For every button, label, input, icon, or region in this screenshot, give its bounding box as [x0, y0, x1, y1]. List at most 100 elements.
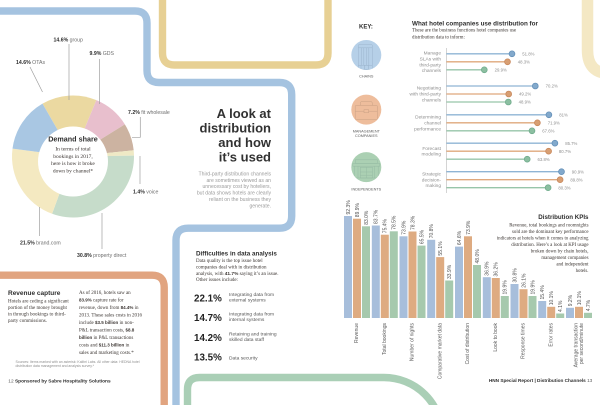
svg-text:COMPANIES: COMPANIES: [355, 134, 378, 138]
svg-text:48.9%: 48.9%: [519, 100, 531, 105]
svg-text:bookings in 2017,: bookings in 2017,: [53, 154, 93, 160]
svg-text:Integrating data from: Integrating data from: [229, 311, 274, 317]
svg-text:Revenue, total bookings and ro: Revenue, total bookings and roomnights: [509, 224, 588, 229]
svg-text:78.5%: 78.5%: [392, 215, 398, 230]
svg-text:analysis, with 41.7% saying it: analysis, with 41.7% saying it’s an issu…: [196, 271, 279, 277]
svg-text:Demand share: Demand share: [48, 135, 98, 144]
svg-text:78.3%: 78.3%: [410, 215, 416, 230]
svg-text:reliant on the business they: reliant on the business they: [209, 197, 271, 203]
svg-text:Data security: Data security: [229, 355, 258, 361]
svg-text:85.7%: 85.7%: [565, 141, 577, 146]
svg-text:7.2% fit wholesale: 7.2% fit wholesale: [128, 110, 170, 116]
svg-text:Average transaction: Average transaction: [573, 323, 579, 368]
svg-text:51.8%: 51.8%: [522, 51, 534, 56]
svg-text:are sometimes viewed as an: are sometimes viewed as an: [206, 178, 271, 184]
svg-text:9.2%: 9.2%: [568, 294, 574, 306]
svg-text:36.9%: 36.9%: [485, 261, 491, 276]
svg-text:Determining: Determining: [415, 115, 441, 121]
svg-text:down by channel*: down by channel*: [53, 168, 94, 174]
svg-text:indicators at hotels when it c: indicators at hotels when it comes to an…: [497, 237, 589, 242]
svg-text:billion in P&L transactions: billion in P&L transactions: [79, 335, 133, 341]
svg-text:90.9%: 90.9%: [572, 169, 584, 174]
svg-text:83.0%: 83.0%: [364, 210, 370, 225]
svg-text:Response times: Response times: [521, 323, 527, 359]
svg-text:10.1%: 10.1%: [549, 291, 555, 306]
svg-text:2013. These sales costs in 201: 2013. These sales costs in 2016: [79, 314, 142, 319]
svg-text:CHAINS: CHAINS: [359, 75, 374, 79]
svg-text:10.1%: 10.1%: [577, 291, 583, 306]
svg-text:Comparative market data: Comparative market data: [437, 323, 443, 379]
svg-text:Other issues include:: Other issues include:: [196, 278, 238, 283]
svg-text:29.9%: 29.9%: [495, 67, 507, 72]
svg-text:channels: channels: [422, 98, 442, 104]
svg-text:third-party: third-party: [419, 62, 441, 68]
svg-text:36.2%: 36.2%: [494, 262, 500, 277]
svg-text:71.9%: 71.9%: [548, 120, 560, 125]
svg-text:70.2%: 70.2%: [546, 84, 558, 89]
svg-text:portion of the money brought: portion of the money brought: [8, 306, 67, 311]
svg-text:21.5% brand.com: 21.5% brand.com: [20, 241, 61, 247]
svg-text:30.8% property direct: 30.8% property direct: [77, 253, 127, 259]
svg-text:per second/minute: per second/minute: [579, 323, 585, 364]
svg-text:64.6%: 64.6%: [457, 230, 463, 245]
svg-text:81%: 81%: [559, 112, 568, 117]
svg-text:48.3%: 48.3%: [518, 59, 530, 64]
svg-text:Number of nights: Number of nights: [410, 323, 416, 362]
svg-text:14.2%: 14.2%: [194, 333, 222, 344]
svg-text:Distribution KPIs: Distribution KPIs: [538, 214, 589, 221]
svg-text:33.9%: 33.9%: [447, 264, 453, 279]
svg-text:9.9% GDS: 9.9% GDS: [90, 51, 115, 57]
svg-text:80.7%: 80.7%: [559, 149, 571, 154]
svg-text:83.7%: 83.7%: [374, 209, 380, 224]
svg-text:55.1%: 55.1%: [438, 241, 444, 256]
svg-text:INDEPENDENTS: INDEPENDENTS: [351, 188, 381, 192]
svg-text:hotels.: hotels.: [576, 269, 589, 274]
svg-text:with third-party: with third-party: [410, 92, 442, 98]
svg-text:13.5%: 13.5%: [194, 352, 222, 363]
svg-text:14.6% OTAs: 14.6% OTAs: [16, 60, 45, 66]
svg-text:30.8%: 30.8%: [512, 268, 518, 283]
svg-text:Retaining and training: Retaining and training: [229, 331, 277, 337]
svg-text:48.0%: 48.0%: [475, 249, 481, 264]
svg-text:HNN Special Report | Distribut: HNN Special Report | Distribution Channe…: [489, 378, 593, 383]
svg-text:75.4%: 75.4%: [383, 218, 389, 233]
svg-text:Manage: Manage: [424, 51, 442, 57]
svg-text:70.8%: 70.8%: [429, 224, 435, 239]
svg-text:unnecessary cost by hoteliers,: unnecessary cost by hoteliers,: [202, 184, 271, 190]
svg-text:Negotiating: Negotiating: [417, 86, 442, 92]
svg-text:67.6%: 67.6%: [542, 128, 554, 133]
svg-text:Revenue: Revenue: [354, 323, 360, 343]
svg-text:distribution. Here’s a look at: distribution. Here’s a look at KPI usage: [511, 243, 588, 248]
svg-text:19.9%: 19.9%: [530, 280, 536, 295]
svg-text:These are the business functio: These are the business functions hotel c…: [412, 29, 516, 34]
svg-text:generate.: generate.: [249, 204, 271, 210]
svg-text:What hotel companies use distr: What hotel companies use distribution fo…: [412, 20, 538, 27]
svg-text:KEY:: KEY:: [359, 25, 373, 31]
svg-text:Cost of distribution: Cost of distribution: [465, 323, 471, 365]
svg-text:22.1%: 22.1%: [194, 293, 222, 304]
svg-text:distribution data management a: distribution data management and analysi…: [16, 364, 95, 368]
svg-text:73.9%: 73.9%: [466, 220, 472, 235]
svg-text:here is how it broke: here is how it broke: [51, 161, 95, 167]
svg-text:26.1%: 26.1%: [521, 273, 527, 288]
svg-text:management companies: management companies: [541, 256, 588, 261]
svg-text:P&L transaction costs, $8.8: P&L transaction costs, $8.8: [79, 328, 135, 334]
svg-text:channel: channel: [424, 120, 441, 126]
svg-text:Difficulties in data analysis: Difficulties in data analysis: [196, 251, 277, 258]
svg-text:1.4% voice: 1.4% voice: [133, 190, 158, 196]
svg-text:Look to book: Look to book: [493, 323, 499, 352]
svg-text:12 Sponsored by Sabre Hospital: 12 Sponsored by Sabre Hospitality Soluti…: [8, 379, 111, 385]
svg-text:but data shows hotels are clea: but data shows hotels are clearly: [197, 191, 272, 197]
svg-text:include $3.5 billion in non-: include $3.5 billion in non-: [79, 320, 134, 326]
svg-text:and how: and how: [218, 135, 272, 150]
svg-text:83.9% capture rate for: 83.9% capture rate for: [79, 298, 124, 304]
svg-text:and independent: and independent: [556, 263, 589, 268]
svg-text:14.6% group: 14.6% group: [54, 37, 84, 43]
svg-text:performance: performance: [414, 126, 441, 132]
svg-text:sales and marketing costs.*: sales and marketing costs.*: [79, 351, 134, 356]
svg-text:Data quality is the top issue: Data quality is the top issue hotel: [196, 259, 263, 264]
svg-text:distribution data to inform:: distribution data to inform:: [412, 35, 465, 40]
svg-text:broken down by chain hotels,: broken down by chain hotels,: [531, 250, 589, 255]
svg-text:A look at: A look at: [217, 106, 272, 121]
svg-text:89.9%: 89.9%: [355, 202, 361, 217]
